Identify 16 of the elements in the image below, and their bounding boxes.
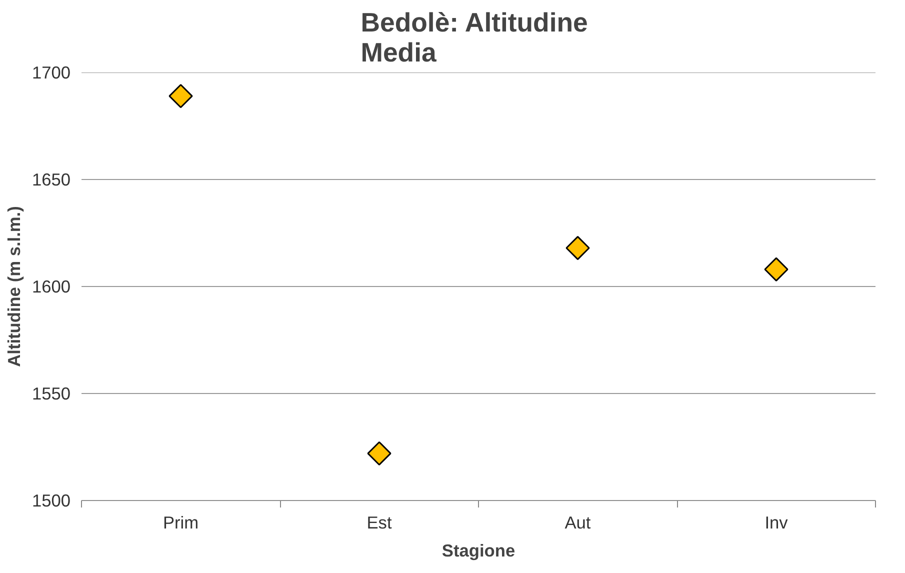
point [168,84,193,108]
point [764,257,788,282]
chart-title: Bedolè: Altitudine Media [360,8,588,68]
y-tick-label: 1600 [32,276,71,296]
point [566,236,590,260]
x-axis-title: Stagione [442,540,516,560]
y-tick-label: 1650 [32,170,71,190]
y-tick-label: 1500 [32,490,71,510]
y-tick-label: 1700 [32,62,71,82]
x-tick-label: Est [366,512,392,532]
point [367,441,392,466]
y-axis-title: Altitudine (m s.l.m.) [4,206,24,367]
x-tick-label: Inv [764,512,788,532]
x-tick-label: Aut [564,512,591,532]
x-tick-label: Prim [162,512,199,532]
y-tick-label: 1550 [32,384,71,404]
